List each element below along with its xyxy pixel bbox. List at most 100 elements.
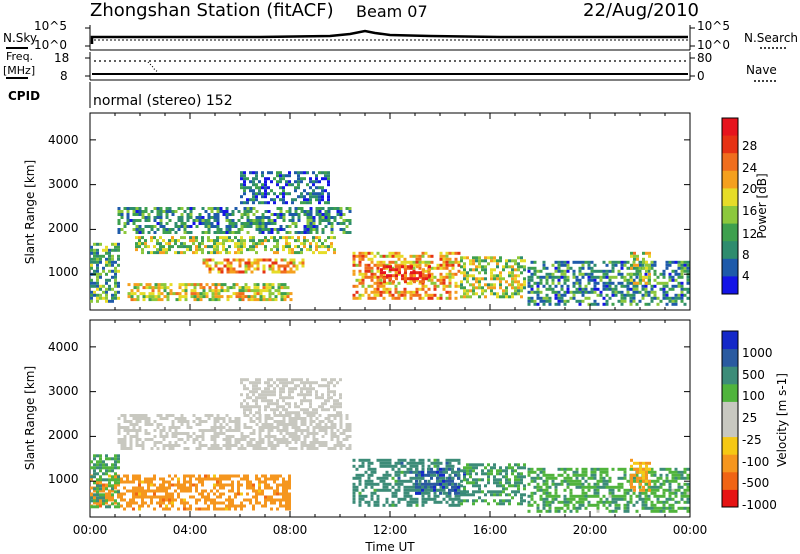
velocity-cell-r0	[123, 429, 127, 432]
power-cell-r6	[415, 254, 419, 258]
velocity-cell-r7	[566, 479, 570, 483]
power-cell-r8	[490, 256, 493, 260]
power-cell-r5	[297, 195, 300, 199]
power-cell-r9	[656, 275, 660, 279]
power-cell-r5	[300, 192, 303, 196]
power-cell-r9	[644, 287, 648, 291]
power-cell-r0	[147, 216, 151, 219]
power-cell-r5	[324, 201, 327, 205]
power-cell-r6	[379, 293, 383, 297]
power-cell-r9	[593, 287, 597, 291]
velocity-cell-r2	[264, 483, 267, 487]
power-cell-r8	[520, 256, 523, 260]
power-cell-r0	[333, 207, 337, 210]
power-cell-r1	[327, 245, 330, 249]
velocity-cell-r4	[406, 503, 410, 507]
velocity-cell-r4	[382, 503, 386, 507]
power-cell-r6	[451, 272, 455, 276]
power-cell-r0	[294, 231, 298, 234]
velocity-cell-r2	[222, 486, 225, 490]
velocity-cell-r0	[273, 426, 277, 429]
power-cell-r5	[276, 195, 279, 199]
velocity-cell-r7	[620, 482, 624, 486]
power-cell-r6	[418, 257, 422, 261]
velocity-cell-r2	[225, 504, 228, 508]
velocity-cell-r7	[644, 506, 648, 510]
power-cell-r10	[633, 263, 636, 267]
velocity-cell-r7	[662, 500, 666, 504]
power-cell-r0	[285, 225, 289, 228]
power-cell-r6	[352, 254, 356, 258]
power-cell-r0	[249, 210, 253, 213]
power-cell-r6	[427, 275, 431, 279]
power-cell-r4	[238, 298, 242, 302]
power-cell-r3	[96, 251, 99, 255]
velocity-cell-r2	[258, 483, 261, 487]
power-cell-r9	[671, 287, 675, 291]
power-cell-r0	[243, 213, 247, 216]
velocity-cell-r0	[207, 429, 211, 432]
power-cell-r0	[186, 213, 190, 216]
power-cell-r0	[297, 213, 301, 216]
velocity-cell-r2	[216, 483, 219, 487]
velocity-cell-r6	[499, 502, 502, 506]
velocity-cell-r0	[309, 420, 313, 423]
power-cell-r0	[216, 207, 220, 210]
power-cell-r5	[327, 198, 330, 202]
velocity-cell-r0	[249, 438, 253, 441]
power-cell-r0	[339, 222, 343, 225]
velocity-cell-r0	[213, 426, 217, 429]
velocity-cell-r0	[267, 441, 271, 444]
velocity-cell-r7	[656, 476, 660, 480]
power-cell-r9	[533, 260, 537, 264]
power-colorbar-swatch	[722, 135, 738, 154]
velocity-cell-r7	[656, 485, 660, 489]
velocity-cell-r7	[611, 494, 615, 498]
freq-unit: [MHz]	[3, 64, 35, 77]
velocity-cell-r0	[147, 420, 151, 423]
power-cell-r10	[636, 254, 639, 258]
velocity-cell-r1	[255, 381, 258, 385]
velocity-cell-r1	[333, 399, 336, 403]
velocity-cell-r6	[505, 481, 508, 485]
power-cell-r5	[264, 183, 267, 187]
power-cell-r8	[523, 283, 526, 287]
velocity-cell-r7	[593, 494, 597, 498]
velocity-cell-r4	[418, 476, 422, 480]
power-cell-r9	[590, 302, 594, 306]
velocity-cell-r0	[324, 417, 328, 420]
velocity-cell-r2	[111, 489, 114, 493]
velocity-cell-r7	[536, 476, 540, 480]
power-cbar-tick-4: 4	[742, 269, 750, 283]
power-cell-r9	[623, 260, 627, 264]
velocity-cell-r4	[382, 476, 386, 480]
power-cell-r6	[373, 263, 377, 267]
power-cell-r0	[168, 210, 172, 213]
power-cell-r9	[629, 281, 633, 285]
velocity-cell-r4	[406, 479, 410, 483]
power-cell-r3	[90, 299, 93, 303]
power-cell-r9	[566, 269, 570, 273]
velocity-cell-r2	[273, 477, 276, 481]
velocity-cell-r4	[454, 503, 458, 507]
power-cell-r2	[235, 258, 239, 262]
velocity-cell-r7	[596, 467, 600, 471]
velocity-cell-r5	[451, 467, 454, 471]
velocity-cell-r2	[132, 498, 135, 502]
velocity-cell-r0	[306, 435, 310, 438]
power-cell-r9	[578, 272, 582, 276]
power-cell-r3	[96, 260, 99, 264]
power-cell-r1	[228, 245, 231, 249]
power-cell-r7	[389, 265, 392, 269]
power-cell-r9	[620, 266, 624, 270]
velocity-cell-r7	[548, 491, 552, 495]
velocity-cell-r1	[258, 393, 261, 397]
power-cell-r9	[587, 281, 591, 285]
velocity-cell-r1	[303, 411, 306, 415]
power-cell-r6	[361, 281, 365, 285]
velocity-cell-r0	[318, 423, 322, 426]
velocity-cell-r4	[388, 461, 392, 465]
velocity-cell-r7	[668, 503, 672, 507]
power-cell-r0	[312, 228, 316, 231]
power-cell-r9	[557, 278, 561, 282]
